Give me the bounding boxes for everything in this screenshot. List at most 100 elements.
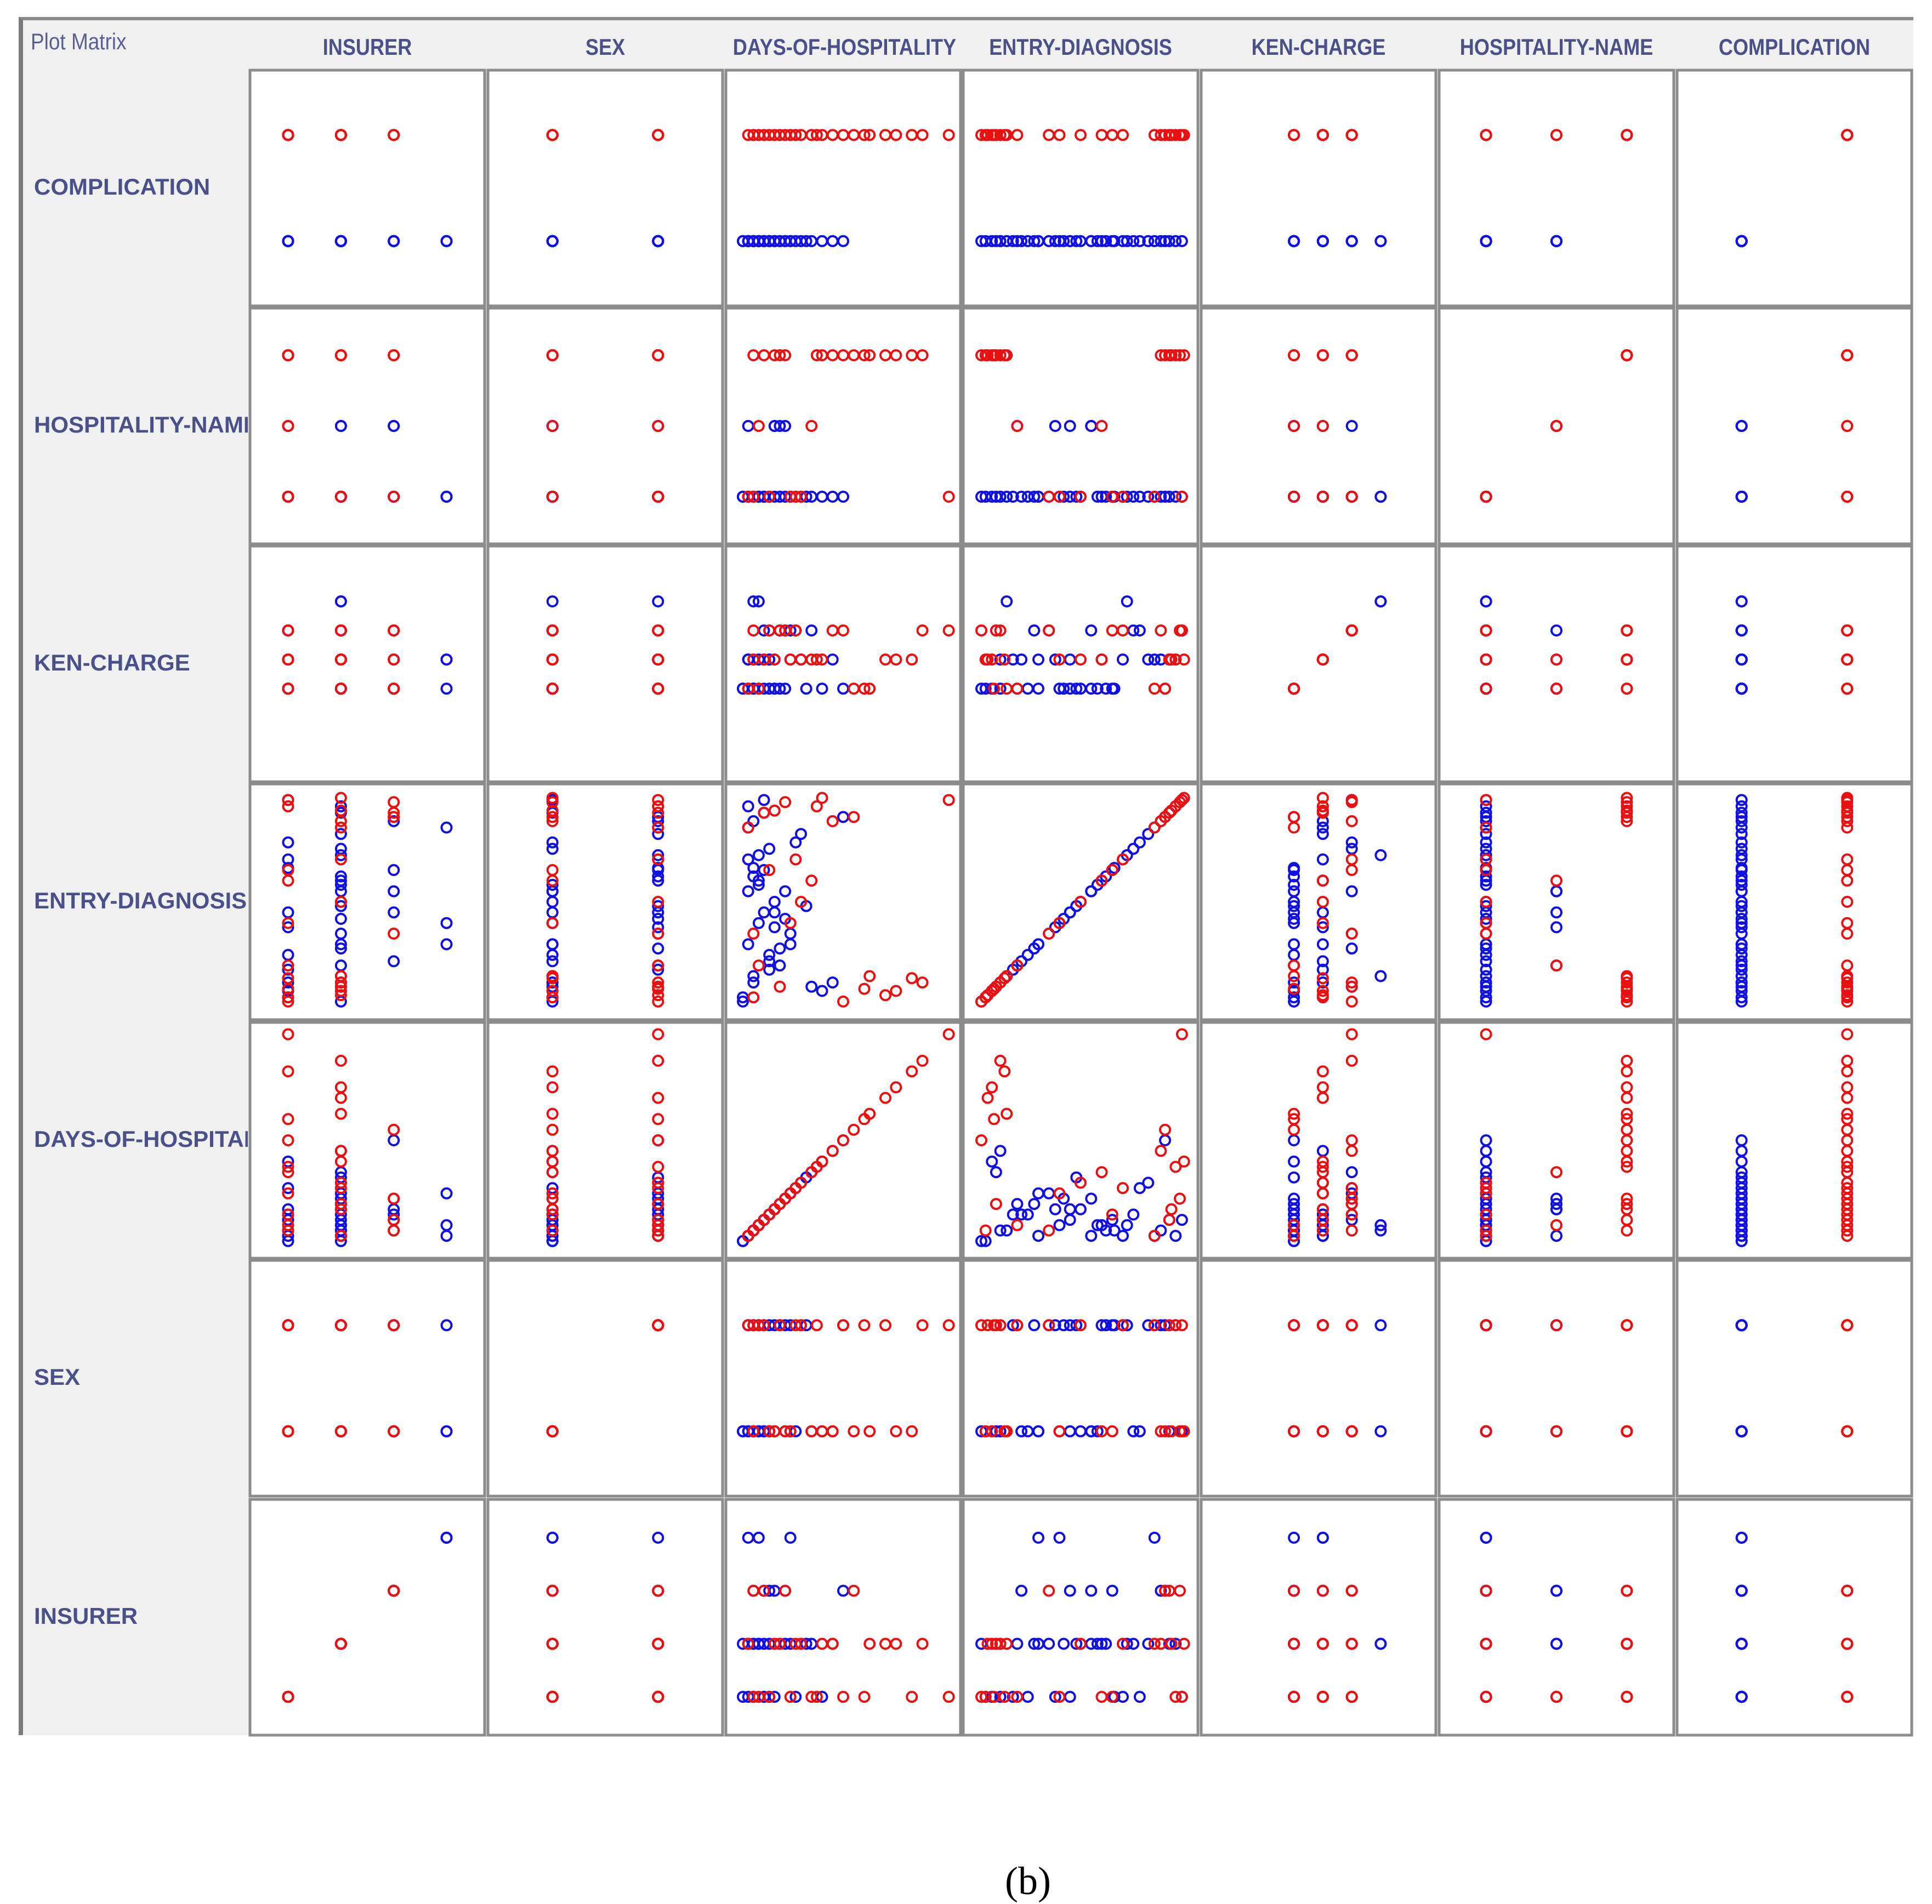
data-point [747, 491, 760, 503]
cell-insurer-vs-days-of-hospitality[interactable] [724, 1498, 962, 1737]
cell-sex-vs-complication[interactable] [1675, 1259, 1913, 1498]
cell-days-of-hospitality-vs-complication[interactable] [1675, 1021, 1913, 1260]
cell-insurer-vs-insurer[interactable] [248, 1498, 486, 1737]
cell-insurer-vs-entry-diagnosis[interactable] [962, 1498, 1200, 1737]
cell-ken-charge-vs-days-of-hospitality[interactable] [724, 544, 962, 783]
cell-hospitality-name-vs-insurer[interactable] [248, 306, 486, 545]
cell-entry-diagnosis-vs-hospitality-name[interactable] [1437, 782, 1675, 1021]
data-point [789, 129, 802, 141]
data-point [1841, 1155, 1854, 1168]
cell-days-of-hospitality-vs-insurer[interactable] [248, 1021, 486, 1260]
cell-hospitality-name-vs-hospitality-name[interactable] [1437, 306, 1675, 545]
cell-sex-vs-hospitality-name[interactable] [1437, 1259, 1675, 1498]
cell-ken-charge-vs-ken-charge[interactable] [1200, 544, 1437, 783]
cell-hospitality-name-vs-days-of-hospitality[interactable] [724, 306, 962, 545]
data-point [1058, 491, 1070, 503]
data-point [1075, 1319, 1087, 1332]
data-point [1058, 1319, 1070, 1332]
data-point [282, 874, 294, 887]
cell-sex-vs-insurer[interactable] [248, 1259, 486, 1498]
cell-ken-charge-vs-insurer[interactable] [248, 544, 486, 783]
cell-hospitality-name-vs-ken-charge[interactable] [1200, 306, 1437, 545]
cell-days-of-hospitality-vs-hospitality-name[interactable] [1437, 1021, 1675, 1260]
cell-complication-vs-sex[interactable] [486, 69, 724, 308]
data-point [1550, 624, 1562, 636]
cell-hospitality-name-vs-sex[interactable] [486, 306, 724, 545]
cell-days-of-hospitality-vs-entry-diagnosis[interactable] [962, 1021, 1200, 1260]
cell-entry-diagnosis-vs-complication[interactable] [1675, 782, 1913, 1021]
cell-entry-diagnosis-vs-ken-charge[interactable] [1200, 782, 1437, 1021]
data-point [1480, 624, 1492, 636]
data-point [652, 959, 664, 972]
cell-sex-vs-sex[interactable] [486, 1259, 724, 1498]
cell-frame [1675, 306, 1913, 545]
cell-insurer-vs-sex[interactable] [486, 1498, 724, 1737]
data-point [1288, 349, 1300, 361]
data-point [440, 1230, 453, 1242]
row-header-ken-charge: KEN-CHARGE [34, 650, 190, 675]
cell-complication-vs-entry-diagnosis[interactable] [962, 69, 1200, 308]
data-point [1117, 1182, 1129, 1195]
data-point [1159, 1425, 1172, 1437]
cell-entry-diagnosis-vs-insurer[interactable] [248, 782, 486, 1021]
data-point [890, 985, 902, 997]
cell-entry-diagnosis-vs-days-of-hospitality[interactable] [724, 782, 962, 1021]
cell-days-of-hospitality-vs-ken-charge[interactable] [1200, 1021, 1437, 1260]
data-point [1178, 792, 1190, 804]
cell-ken-charge-vs-complication[interactable] [1675, 544, 1913, 783]
data-point [1480, 828, 1492, 840]
cell-complication-vs-hospitality-name[interactable] [1437, 69, 1675, 308]
cell-sex-vs-days-of-hospitality[interactable] [724, 1259, 962, 1498]
cell-ken-charge-vs-hospitality-name[interactable] [1437, 544, 1675, 783]
data-point [1288, 683, 1300, 695]
data-point [334, 942, 347, 955]
data-point [1288, 913, 1300, 925]
column-header-days-of-hospitality: DAYS-OF-HOSPITALITY [732, 34, 957, 60]
data-point [763, 864, 776, 876]
data-point [1316, 804, 1329, 817]
cell-complication-vs-days-of-hospitality[interactable] [724, 69, 962, 308]
data-point [1100, 1638, 1112, 1650]
data-point [1142, 653, 1155, 666]
data-point [1288, 870, 1300, 883]
data-point [789, 491, 802, 503]
cell-days-of-hospitality-vs-sex[interactable] [486, 1021, 724, 1260]
data-point [737, 995, 749, 1008]
cell-insurer-vs-hospitality-name[interactable] [1437, 1498, 1675, 1737]
data-point [742, 800, 754, 812]
data-point [1155, 1584, 1167, 1597]
cell-insurer-vs-complication[interactable] [1675, 1498, 1913, 1737]
cell-sex-vs-entry-diagnosis[interactable] [962, 1259, 1200, 1498]
cell-complication-vs-insurer[interactable] [248, 69, 486, 308]
data-point [1127, 843, 1140, 855]
data-point [998, 1425, 1011, 1437]
data-point [1007, 1208, 1019, 1221]
data-point [1345, 1638, 1358, 1650]
data-point [990, 235, 1002, 247]
data-point [979, 1224, 992, 1237]
cell-ken-charge-vs-sex[interactable] [486, 544, 724, 783]
cell-entry-diagnosis-vs-sex[interactable] [486, 782, 724, 1021]
data-point [1621, 1065, 1633, 1078]
data-point [652, 235, 664, 247]
cell-complication-vs-ken-charge[interactable] [1200, 69, 1437, 308]
data-point [1288, 1319, 1300, 1332]
data-point [742, 1319, 754, 1332]
cell-days-of-hospitality-vs-days-of-hospitality[interactable] [724, 1021, 962, 1260]
data-point [546, 804, 559, 817]
data-point [1148, 821, 1161, 834]
data-point [1148, 1638, 1161, 1650]
cell-entry-diagnosis-vs-entry-diagnosis[interactable] [962, 782, 1200, 1021]
data-point [440, 491, 453, 503]
data-point [388, 1208, 400, 1221]
cell-insurer-vs-ken-charge[interactable] [1200, 1498, 1437, 1737]
data-point [1841, 1092, 1854, 1104]
cell-sex-vs-ken-charge[interactable] [1200, 1259, 1437, 1498]
data-point [742, 821, 754, 834]
data-point [652, 1230, 664, 1242]
cell-ken-charge-vs-entry-diagnosis[interactable] [962, 544, 1200, 783]
cell-hospitality-name-vs-complication[interactable] [1675, 306, 1913, 545]
data-point [752, 1691, 765, 1703]
cell-complication-vs-complication[interactable] [1675, 69, 1913, 308]
cell-hospitality-name-vs-entry-diagnosis[interactable] [962, 306, 1200, 545]
